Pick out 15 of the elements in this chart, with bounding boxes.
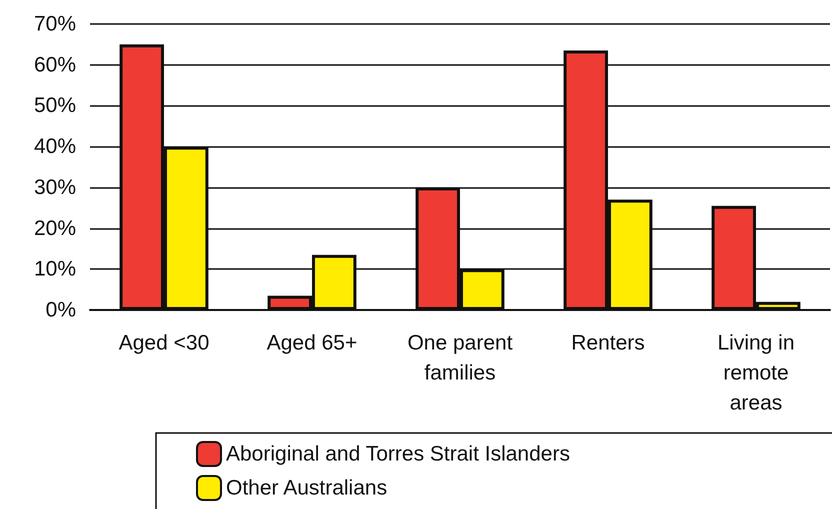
y-tick-label: 30%	[34, 176, 76, 199]
y-tick-label: 20%	[34, 216, 76, 240]
legend-label: Aboriginal and Torres Strait Islanders	[226, 442, 570, 466]
y-tick-label: 10%	[34, 258, 76, 281]
y-tick-label: 50%	[34, 94, 76, 118]
x-tick-label: Aged <30	[118, 332, 210, 354]
y-tick-label: 70%	[34, 12, 76, 36]
x-tick-label: Aged 65+	[266, 332, 358, 354]
legend-label: Other Australians	[226, 476, 388, 500]
x-tick-label: Living in remote areas	[717, 332, 795, 414]
x-tick-label: One parent families	[407, 332, 513, 384]
y-tick-label: 0%	[46, 298, 76, 322]
x-tick-label: Renters	[571, 332, 645, 354]
y-tick-label: 60%	[34, 53, 76, 76]
y-tick-label: 40%	[34, 135, 76, 158]
